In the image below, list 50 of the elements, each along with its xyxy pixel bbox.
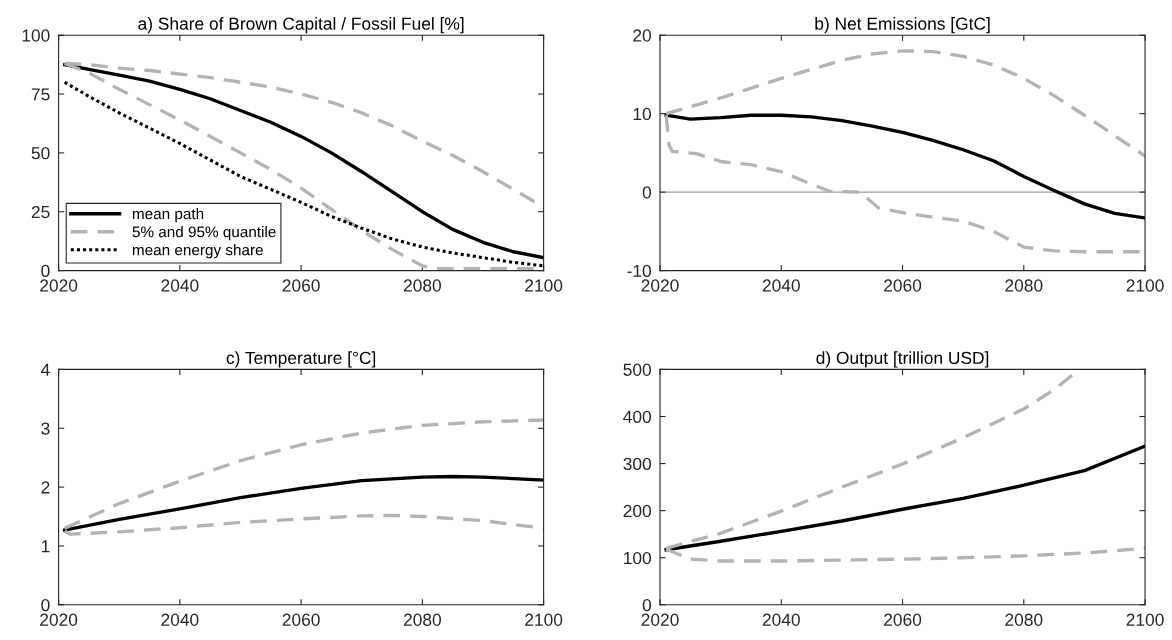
x-tick-label: 2040 [762, 279, 800, 292]
line-series [664, 113, 1146, 220]
chart-title: a) Share of Brown Capital / Fossil Fuel [%] [138, 17, 464, 34]
x-tick-label: 2080 [403, 613, 441, 626]
y-tick-label: 25 [31, 205, 50, 219]
x-tick-label: 2060 [282, 279, 320, 292]
chart-title: c) Temperature [°C] [226, 351, 376, 368]
chart-title: d) Output [trillion USD] [816, 351, 989, 368]
y-tick-label: 200 [623, 504, 652, 518]
y-tick-label: 300 [623, 457, 652, 471]
y-tick-label: 0 [642, 186, 652, 199]
x-tick-label: 2020 [641, 613, 679, 626]
y-tick-label: 75 [31, 88, 50, 101]
y-tick-label: 1 [41, 540, 50, 553]
y-tick-label: 0 [41, 264, 50, 278]
x-tick-label: 2040 [161, 613, 199, 626]
x-tick-label: 2060 [884, 613, 922, 626]
y-tick-label: 10 [633, 107, 652, 121]
x-tick-label: 2060 [884, 279, 922, 292]
x-tick-label: 2040 [762, 613, 800, 626]
x-tick-label: 2100 [525, 613, 563, 626]
y-tick-label: 400 [623, 410, 652, 423]
x-tick-label: 2100 [1126, 279, 1164, 292]
legend-label: mean energy share [132, 244, 263, 259]
y-tick-label: 3 [41, 422, 50, 435]
y-tick-label: 20 [633, 29, 652, 42]
y-tick-label: 0 [41, 598, 50, 612]
line-series [62, 474, 544, 532]
x-tick-label: 2040 [161, 279, 199, 292]
x-tick-label: 2060 [282, 613, 320, 626]
y-tick-label: 100 [22, 29, 50, 42]
x-tick-label: 2080 [1005, 279, 1043, 292]
x-tick-label: 2020 [40, 279, 78, 292]
x-tick-label: 2020 [641, 279, 679, 292]
y-tick-label: 4 [41, 363, 50, 376]
x-tick-label: 2100 [1126, 613, 1164, 626]
legend-label: 5% and 95% quantile [132, 226, 276, 241]
line-series [664, 444, 1146, 552]
legend-label: mean path [132, 207, 204, 223]
y-tick-label: 100 [624, 551, 652, 565]
x-tick-label: 2080 [403, 279, 441, 292]
y-tick-label: -10 [627, 264, 652, 278]
y-tick-label: 50 [31, 147, 50, 160]
x-tick-label: 2020 [40, 613, 78, 626]
y-tick-label: 500 [623, 363, 652, 376]
y-tick-label: 2 [41, 481, 50, 494]
x-tick-label: 2100 [525, 279, 563, 292]
y-tick-label: 0 [642, 598, 652, 612]
x-tick-label: 2080 [1005, 613, 1043, 626]
chart-title: b) Net Emissions [GtC] [815, 17, 990, 34]
